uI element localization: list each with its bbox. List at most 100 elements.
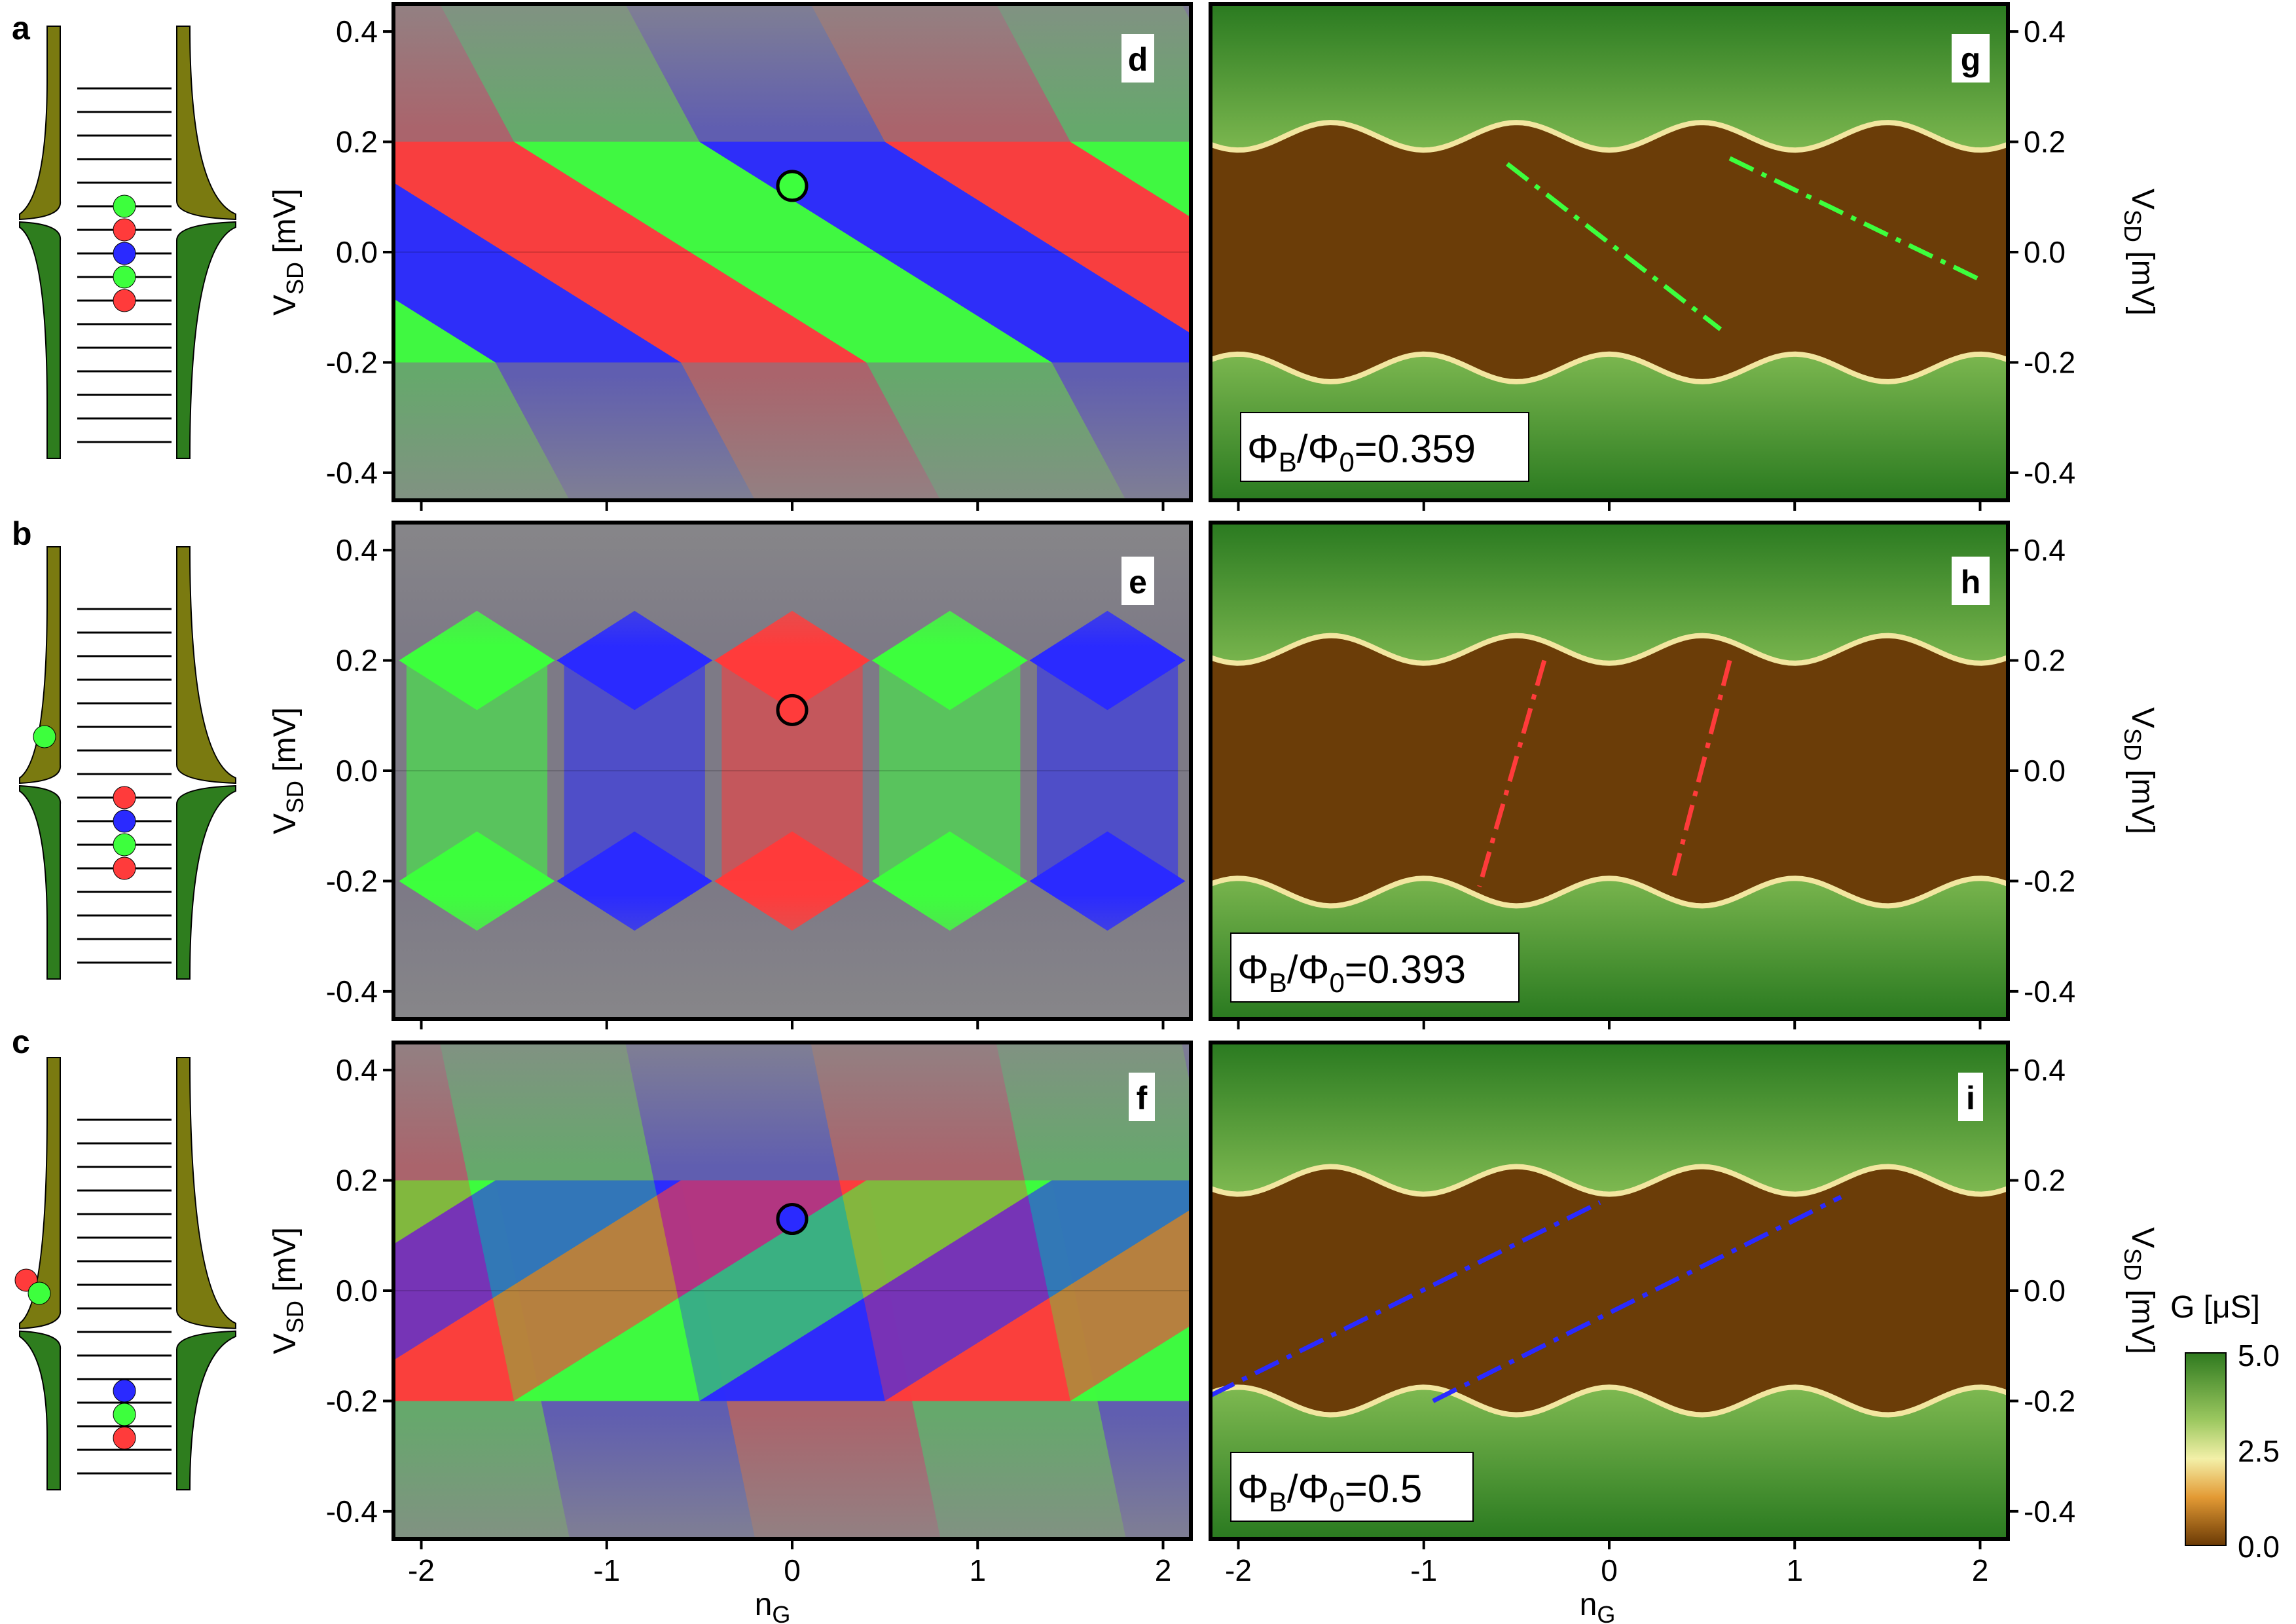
y-tick-label: 0.4: [2024, 1053, 2066, 1087]
dash-dot-guide: [1211, 1200, 1601, 1398]
edge-fade: [393, 1043, 1191, 1539]
colorbar: G [μS] 5.0 2.5 0.0: [2170, 1290, 2280, 1564]
y-tick-label: -0.2: [2024, 864, 2075, 898]
excited-band: [124, 1181, 384, 1539]
excited-band: [0, 1181, 13, 1539]
y-tick-label: -0.2: [326, 345, 378, 379]
superconducting-gap: [1211, 122, 2008, 382]
charge-band: [0, 142, 124, 363]
lead-quasiparticle: [33, 725, 56, 748]
y-tick-label: 0.2: [336, 644, 378, 678]
y-tick-label: -0.2: [2024, 345, 2075, 379]
y-tick-label: -0.4: [326, 1494, 378, 1528]
y-tick-label: 0.4: [336, 533, 378, 567]
lead-dos-upper-right: [176, 26, 236, 221]
x-tick-label: 1: [1786, 1553, 1803, 1587]
colorbar-tick-mid: 2.5: [2238, 1434, 2280, 1468]
y-tick-label: -0.2: [326, 864, 378, 898]
stability-map-e: [393, 523, 1191, 1019]
y-tick-label: 0.0: [2024, 754, 2066, 788]
x-tick-label: 2: [1155, 1553, 1172, 1587]
occupied-level: [113, 833, 136, 857]
gap-edge-bottom: [1211, 351, 2008, 384]
y-tick-label: 0.0: [336, 1274, 378, 1308]
y-tick-label: 0.0: [2024, 235, 2066, 269]
x-tick-label: 0: [784, 1553, 801, 1587]
y-tick-label: -0.2: [2024, 1384, 2075, 1418]
occupied-level: [113, 1379, 136, 1403]
energy-diagram-a: [19, 26, 236, 459]
lead-dos-lower-right: [176, 221, 236, 459]
y-tick-label: 0.2: [2024, 1164, 2066, 1198]
x-tick-label: 0: [1601, 1553, 1618, 1587]
flux-annotation-h: ΦB/Φ0=0.393: [1230, 932, 1520, 1003]
excited-band: [0, 362, 199, 500]
excited-band: [0, 1043, 143, 1401]
edge-fade: [393, 523, 1191, 1019]
panel-label-b: b: [12, 515, 32, 552]
x-tick-label: -2: [408, 1553, 435, 1587]
panel-tag-i: i: [1958, 1073, 1983, 1121]
axes-layer: 0.4 0.2 0.0 -0.2 -0.4 VSD [mV] 0.4 0.2 0.0 -0.2 -0…: [268, 2, 2160, 1587]
svg-text:h: h: [1961, 564, 1981, 600]
conductance-map-g: [1211, 4, 2008, 500]
y-tick-label: 0.0: [2024, 1274, 2066, 1308]
lead-dos-lower-right: [176, 784, 236, 980]
svg-text:ΦB/Φ0=0.359: ΦB/Φ0=0.359: [1247, 427, 1476, 477]
y-tick-label: -0.4: [326, 456, 378, 490]
panel-label-c: c: [12, 1024, 30, 1060]
panel-tag-g: g: [1952, 34, 1990, 83]
excited-band: [0, 1181, 199, 1539]
svg-text:d: d: [1128, 41, 1148, 78]
y-axis-label-left: VSD [mV]: [268, 1227, 308, 1354]
y-tick-label: 0.2: [336, 125, 378, 159]
panel-label-a: a: [12, 10, 31, 46]
dash-dot-guide: [1506, 162, 1722, 331]
stability-map-d: [0, 4, 2239, 500]
excited-band: [69, 4, 329, 142]
y-tick-label: 0.4: [2024, 533, 2066, 567]
gap-edge-bottom: [1211, 876, 2008, 909]
lead-dos-upper-right: [176, 546, 236, 784]
gap-edge-bottom: [1211, 1384, 2008, 1418]
excited-band: [1979, 362, 2239, 500]
lead-dos-upper-left: [19, 1057, 62, 1329]
y-tick-label: -0.4: [2024, 1494, 2075, 1528]
x-axis-label-right: nG: [1580, 1587, 1616, 1624]
lead-dos-upper-left: [19, 26, 62, 221]
gap-edge-top: [1211, 1164, 2008, 1197]
svg-text:ΦB/Φ0=0.5: ΦB/Φ0=0.5: [1237, 1467, 1422, 1517]
conductance-map-h: [1211, 523, 2008, 1019]
panel-tag-f: f: [1129, 1073, 1155, 1121]
panel-tag-h: h: [1952, 557, 1990, 605]
y-tick-label: -0.4: [2024, 974, 2075, 1008]
lead-quasiparticle: [27, 1282, 51, 1305]
state-marker: [776, 1203, 809, 1236]
lead-dos-lower-left: [19, 1330, 62, 1490]
y-tick-label: 0.4: [336, 14, 378, 48]
energy-diagram-b: [19, 546, 236, 980]
occupied-level: [113, 218, 136, 242]
y-tick-label: 0.2: [2024, 644, 2066, 678]
lead-dos-lower-left: [19, 784, 62, 980]
svg-text:ΦB/Φ0=0.393: ΦB/Φ0=0.393: [1237, 948, 1466, 998]
gap-edge-top: [1211, 633, 2008, 666]
y-tick-label: -0.2: [326, 1384, 378, 1418]
y-tick-label: 0.4: [2024, 14, 2066, 48]
energy-diagram-c: [14, 1057, 236, 1490]
y-tick-label: 0.0: [336, 235, 378, 269]
conductance-map-i: [1211, 1043, 2008, 1539]
stability-map-f: [0, 1043, 1191, 1539]
x-tick-label: -1: [1410, 1553, 1437, 1587]
x-tick-label: 1: [969, 1553, 986, 1587]
occupied-level: [113, 194, 136, 218]
occupied-level: [113, 242, 136, 265]
occupied-level: [113, 786, 136, 809]
x-axis-label-left: nG: [755, 1587, 791, 1624]
y-tick-label: 0.0: [336, 754, 378, 788]
y-tick-label: 0.4: [336, 1053, 378, 1087]
colorbar-tick-max: 5.0: [2238, 1338, 2280, 1373]
superconducting-gap: [1211, 635, 2008, 906]
svg-text:i: i: [1966, 1080, 1975, 1116]
